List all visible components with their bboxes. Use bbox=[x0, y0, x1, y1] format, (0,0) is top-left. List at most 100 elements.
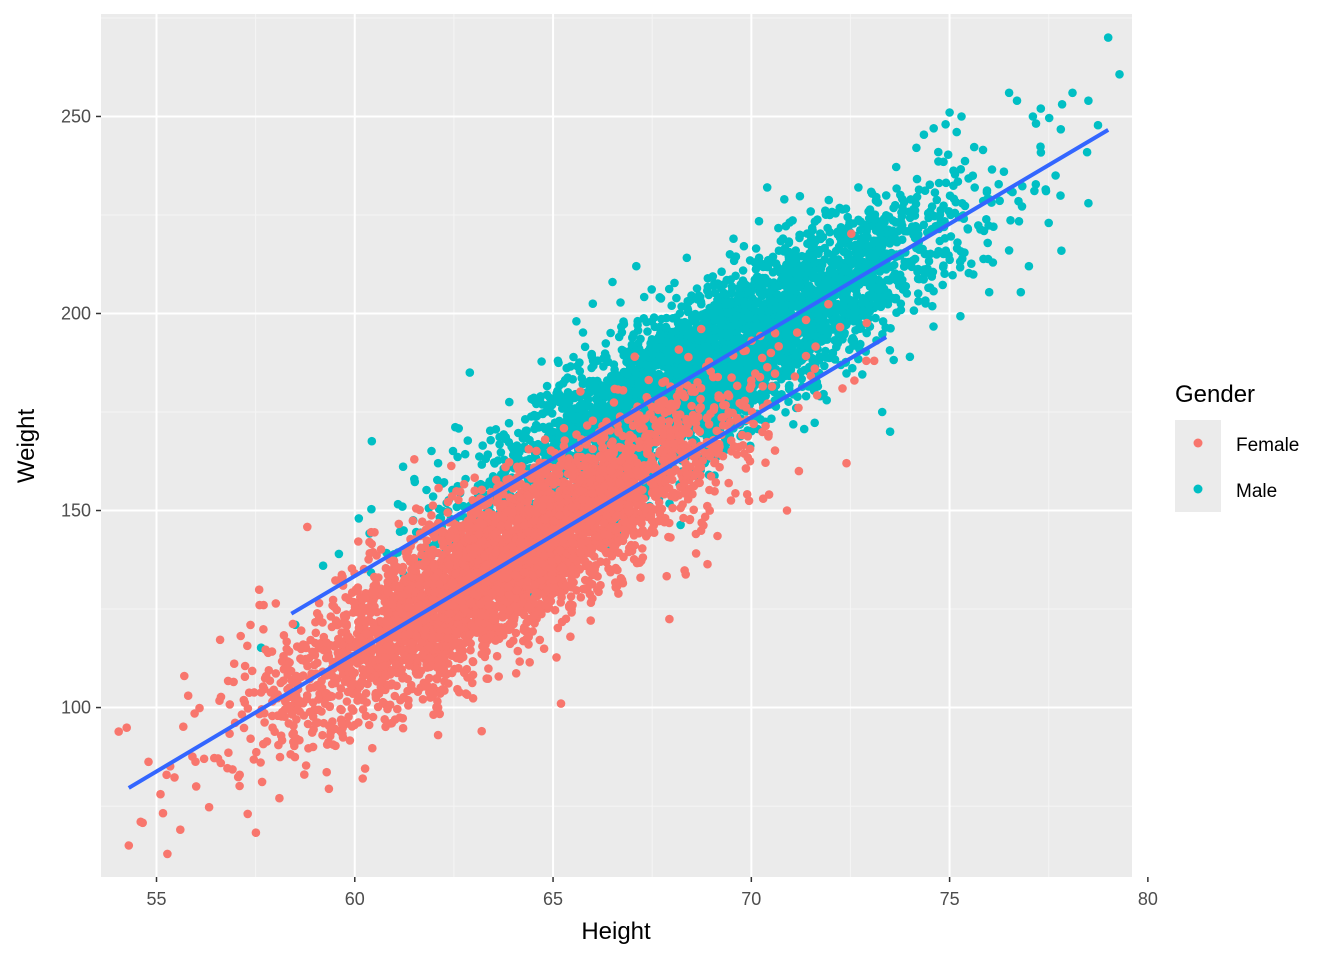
data-point bbox=[824, 309, 834, 318]
data-point bbox=[508, 444, 518, 454]
data-point bbox=[448, 446, 458, 456]
data-point bbox=[846, 295, 855, 305]
data-point bbox=[983, 238, 992, 248]
data-point-outlier bbox=[334, 549, 344, 559]
data-point bbox=[722, 308, 732, 318]
data-point bbox=[683, 331, 693, 340]
data-point bbox=[460, 449, 470, 459]
data-point bbox=[572, 317, 581, 326]
data-point bbox=[639, 292, 649, 302]
data-point bbox=[814, 249, 823, 258]
data-point-outlier bbox=[1024, 261, 1034, 271]
data-point bbox=[840, 235, 849, 245]
data-point bbox=[1057, 100, 1067, 109]
data-point bbox=[692, 334, 702, 343]
data-point bbox=[667, 301, 676, 311]
data-point bbox=[635, 359, 645, 369]
data-point bbox=[807, 331, 816, 340]
data-point bbox=[860, 297, 870, 307]
data-point bbox=[525, 454, 534, 464]
data-point bbox=[817, 316, 827, 326]
data-point-outlier bbox=[1044, 218, 1053, 228]
data-point bbox=[790, 335, 799, 345]
data-point bbox=[889, 260, 899, 270]
data-point-outlier bbox=[877, 407, 887, 417]
data-point bbox=[816, 229, 825, 238]
data-point bbox=[749, 396, 759, 405]
data-point bbox=[914, 296, 923, 306]
data-point bbox=[368, 712, 378, 722]
data-point bbox=[367, 504, 376, 514]
data-point bbox=[896, 305, 906, 315]
data-point bbox=[823, 223, 832, 233]
data-point bbox=[550, 418, 560, 428]
data-point bbox=[764, 307, 773, 316]
data-point bbox=[810, 258, 819, 268]
data-point bbox=[1041, 186, 1051, 196]
data-point bbox=[774, 281, 784, 291]
data-point bbox=[224, 748, 233, 757]
data-point-outlier bbox=[929, 124, 938, 133]
data-point bbox=[671, 336, 680, 346]
data-point bbox=[600, 349, 610, 358]
data-point bbox=[771, 259, 781, 268]
data-point bbox=[311, 628, 321, 638]
data-point bbox=[313, 658, 322, 668]
data-point bbox=[398, 723, 408, 733]
data-point bbox=[809, 269, 819, 279]
data-point bbox=[949, 166, 958, 175]
data-point bbox=[668, 503, 677, 513]
data-point bbox=[732, 311, 741, 320]
data-point bbox=[948, 270, 957, 280]
data-point bbox=[909, 306, 919, 315]
data-point bbox=[840, 266, 849, 276]
data-point bbox=[950, 208, 960, 218]
data-point bbox=[254, 585, 264, 594]
data-point bbox=[833, 260, 843, 270]
data-point bbox=[929, 286, 938, 296]
data-point bbox=[453, 452, 462, 462]
data-point bbox=[745, 256, 755, 265]
data-point bbox=[856, 339, 865, 349]
data-point bbox=[877, 279, 887, 289]
data-point bbox=[967, 259, 976, 269]
data-point bbox=[578, 328, 588, 337]
data-point bbox=[1051, 171, 1060, 180]
data-point bbox=[643, 327, 652, 336]
data-point bbox=[504, 418, 514, 428]
data-point bbox=[622, 369, 632, 379]
data-point bbox=[577, 399, 587, 409]
data-point bbox=[982, 215, 991, 224]
data-point-outlier bbox=[854, 183, 863, 192]
data-point bbox=[896, 190, 905, 200]
data-point bbox=[863, 241, 873, 251]
data-point bbox=[701, 317, 711, 326]
data-point bbox=[623, 398, 633, 408]
data-point-outlier bbox=[885, 427, 895, 437]
data-point bbox=[736, 280, 746, 289]
data-point bbox=[927, 272, 937, 281]
data-point bbox=[785, 381, 794, 390]
data-point bbox=[847, 336, 856, 345]
data-point bbox=[1014, 217, 1024, 226]
data-point bbox=[982, 186, 992, 195]
data-point bbox=[739, 241, 749, 251]
data-point-outlier bbox=[354, 514, 364, 523]
data-point bbox=[463, 436, 473, 445]
data-point bbox=[656, 335, 665, 344]
data-point bbox=[785, 218, 794, 227]
data-point-outlier bbox=[592, 384, 601, 393]
data-point bbox=[478, 441, 488, 450]
data-point bbox=[856, 225, 865, 235]
data-point bbox=[792, 352, 802, 361]
data-point bbox=[902, 289, 912, 298]
data-point bbox=[667, 355, 676, 364]
data-point bbox=[398, 462, 408, 472]
data-point bbox=[1082, 147, 1092, 157]
data-point bbox=[542, 381, 552, 391]
data-point bbox=[799, 424, 809, 434]
data-point bbox=[960, 156, 970, 166]
data-point bbox=[395, 527, 405, 536]
data-point bbox=[588, 299, 598, 309]
data-point bbox=[945, 191, 955, 200]
